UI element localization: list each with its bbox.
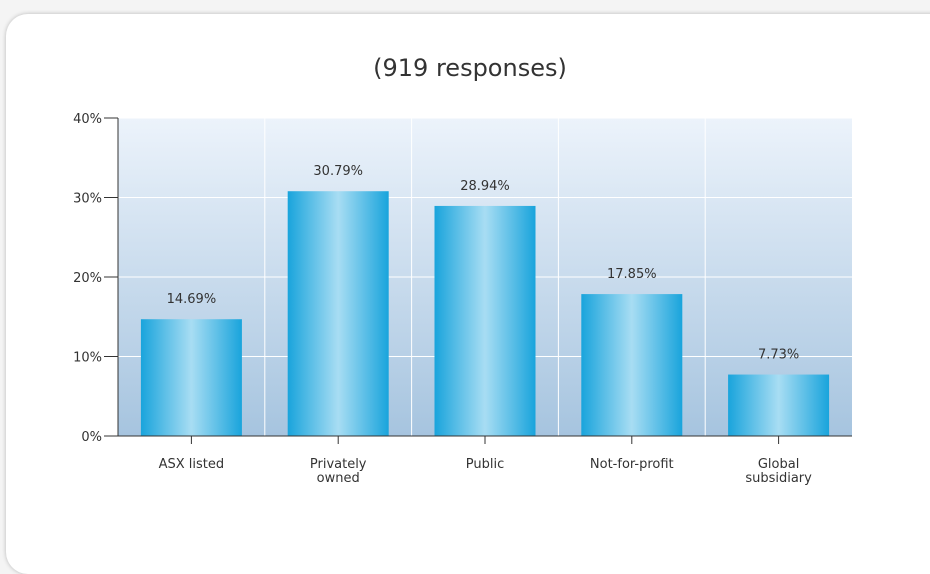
chart-title: (919 responses) [373,54,567,82]
y-tick-label: 30% [73,192,102,207]
bar [140,319,242,436]
x-category-label: Public [466,457,504,472]
bar-value-label: 14.69% [167,292,217,307]
bar-value-label: 28.94% [460,179,510,194]
bar [581,294,683,436]
bar [287,191,389,436]
bar-value-label: 7.73% [758,348,799,363]
y-tick-label: 0% [81,430,102,445]
y-tick-label: 10% [73,351,102,366]
labels: 0% 10% 20% 30% 40% ASX listed Privately owned Pu… [73,112,812,486]
bar-value-label: 17.85% [607,267,657,282]
bars [140,191,830,436]
x-category-label: Privately owned [310,457,367,486]
x-category-label: Global subsidiary [745,457,812,486]
bar [434,205,536,436]
x-category-label: Not-for-profit [590,457,674,472]
y-tick-label: 40% [73,112,102,127]
x-category-label: ASX listed [159,457,225,472]
axes [104,117,852,444]
bar [728,374,830,436]
y-tick-label: 20% [73,271,102,286]
bar-value-label: 30.79% [313,164,363,179]
